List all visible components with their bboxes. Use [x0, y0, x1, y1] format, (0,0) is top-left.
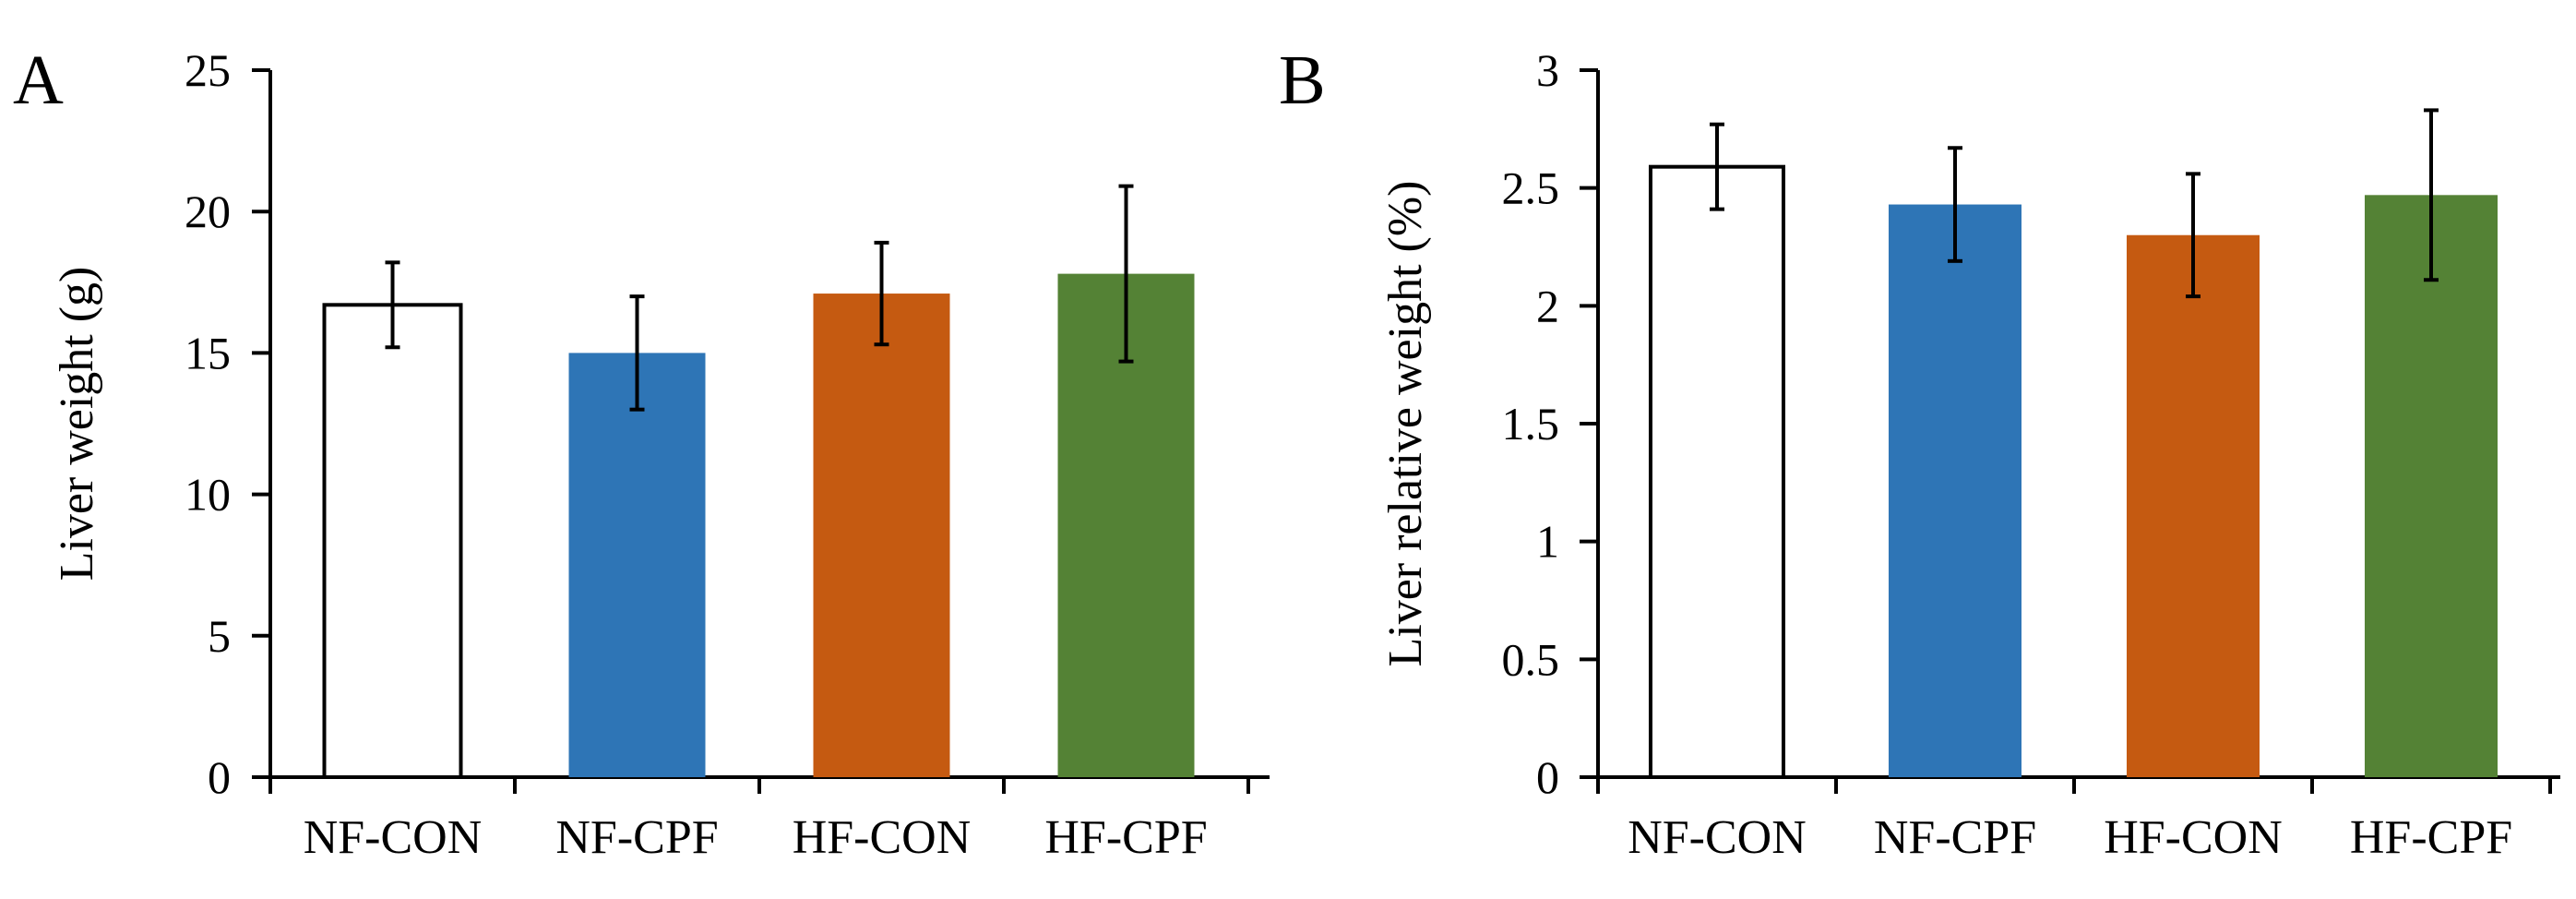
panel-a-ytick-label: 10: [185, 469, 231, 521]
panel-a-category-label: HF-CON: [793, 811, 972, 864]
panel-b-ytick-label: 3: [1536, 44, 1559, 96]
panel-b-category-label: NF-CON: [1628, 811, 1807, 864]
panel-b-ytick-label: 2: [1536, 280, 1559, 331]
panel-b-y-axis-title: Liver relative weight (%): [1379, 181, 1432, 667]
panel-b-category-label: NF-CPF: [1874, 811, 2036, 864]
panel-b-category-label: HF-CON: [2104, 811, 2283, 864]
panel-b-bar-nf-cpf: [1889, 204, 2021, 778]
panel-b-ytick-label: 2.5: [1502, 162, 1560, 214]
panel-b-ytick-label: 0.5: [1502, 633, 1560, 685]
panel-b-bar-hf-con: [2127, 234, 2260, 777]
panel-a-ytick-label: 0: [208, 751, 231, 803]
panel-a-bar-nf-cpf: [568, 353, 706, 777]
panel-b-letter: B: [1279, 42, 1326, 119]
panel-a-category-label: HF-CPF: [1044, 811, 1207, 864]
panel-a-ytick-label: 15: [185, 327, 231, 378]
panel-a-bar-nf-con: [322, 303, 463, 779]
panel-b-ytick-label: 1.5: [1502, 398, 1560, 450]
panel-b-ytick-label: 1: [1536, 516, 1559, 568]
panel-a-bar-hf-con: [813, 294, 950, 777]
panel-b-category-label: HF-CPF: [2350, 811, 2512, 864]
panel-a-y-axis-title: Liver weight (g): [51, 267, 103, 581]
panel-b-ytick-label: 0: [1536, 751, 1559, 803]
panel-a-category-label: NF-CPF: [555, 811, 718, 864]
panel-a-ytick-label: 5: [208, 610, 231, 662]
panel-a-ytick-label: 20: [185, 186, 231, 237]
panel-b-bar-nf-con: [1649, 164, 1785, 780]
panel-b-bar-hf-cpf: [2365, 195, 2498, 777]
panel-a-category-label: NF-CON: [304, 811, 483, 864]
panel-a-letter: A: [13, 42, 64, 119]
panel-a-ytick-label: 25: [185, 44, 231, 96]
